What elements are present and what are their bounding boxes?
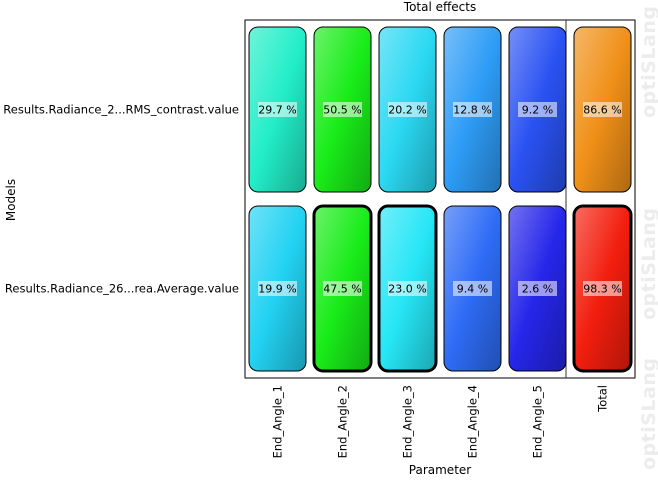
value-label-bg bbox=[258, 281, 297, 296]
value-label: 19.9 % bbox=[258, 283, 296, 296]
x-tick-label: End_Angle_2 bbox=[336, 385, 350, 458]
value-label-bg bbox=[453, 281, 492, 296]
x-tick-label: End_Angle_3 bbox=[401, 385, 415, 458]
value-label: 29.7 % bbox=[258, 104, 296, 117]
value-label: 20.2 % bbox=[388, 104, 426, 117]
watermark-2: optiSLang bbox=[638, 207, 658, 321]
x-axis-label: Parameter bbox=[409, 463, 471, 477]
value-label: 23.0 % bbox=[388, 283, 426, 296]
value-label: 9.4 % bbox=[457, 283, 488, 296]
value-label-bg bbox=[388, 281, 427, 296]
y-tick-label: Results.Radiance_2...RMS_contrast.value bbox=[3, 103, 239, 117]
x-tick-label: End_Angle_1 bbox=[271, 385, 285, 458]
x-tick-label: Total bbox=[596, 385, 610, 413]
plot-frame bbox=[244, 19, 636, 379]
x-tick-label: End_Angle_5 bbox=[531, 385, 545, 458]
value-label-bg bbox=[323, 102, 362, 117]
value-label: 2.6 % bbox=[522, 283, 553, 296]
value-label: 50.5 % bbox=[323, 104, 361, 117]
value-label-bg bbox=[258, 102, 297, 117]
value-label-bg bbox=[583, 102, 622, 117]
x-tick-label: End_Angle_4 bbox=[466, 385, 480, 458]
value-label: 98.3 % bbox=[583, 283, 621, 296]
value-label: 9.2 % bbox=[522, 104, 553, 117]
y-axis-label: Models bbox=[4, 179, 18, 221]
value-label-bg bbox=[583, 281, 622, 296]
watermark-3: optiSLang bbox=[638, 357, 658, 471]
value-label-bg bbox=[388, 102, 427, 117]
value-label-bg bbox=[323, 281, 362, 296]
value-label: 86.6 % bbox=[583, 104, 621, 117]
value-label-bg bbox=[453, 102, 492, 117]
chart-title: Total effects bbox=[403, 0, 477, 14]
y-tick-label: Results.Radiance_26...rea.Average.value bbox=[5, 282, 239, 296]
watermark-1: optiSLang bbox=[638, 5, 658, 119]
value-label: 47.5 % bbox=[323, 283, 361, 296]
value-label: 12.8 % bbox=[453, 104, 491, 117]
value-label-bg bbox=[518, 102, 557, 117]
value-label-bg bbox=[518, 281, 557, 296]
